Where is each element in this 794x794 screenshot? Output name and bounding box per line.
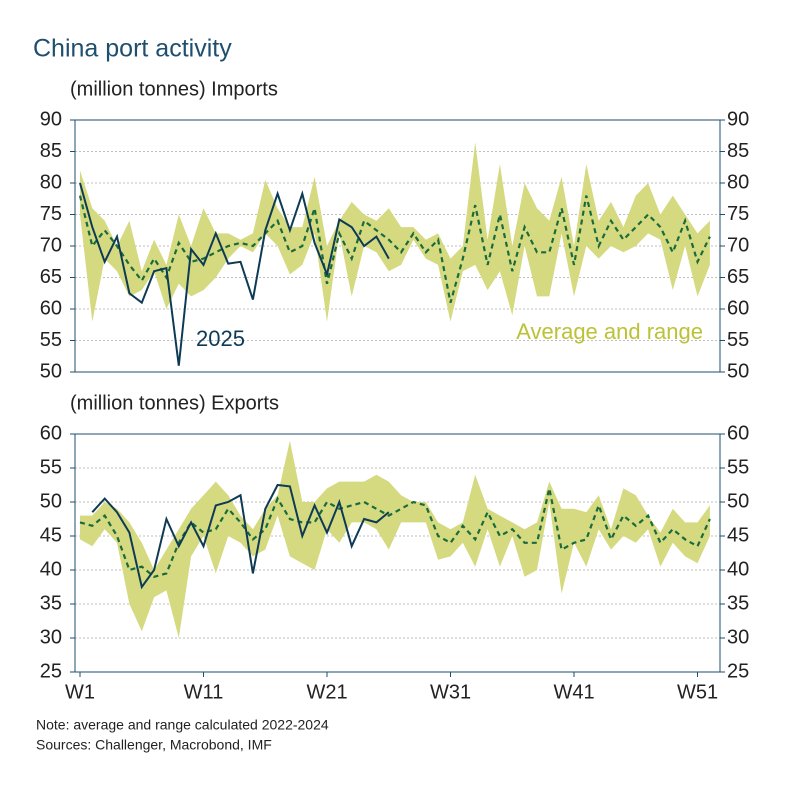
y-tick-label: 35 xyxy=(40,592,62,614)
x-tick-label: W51 xyxy=(677,681,718,703)
y-tick-label: 50 xyxy=(40,360,62,382)
x-tick-label: W31 xyxy=(430,681,471,703)
note: Note: average and range calculated 2022-… xyxy=(36,717,329,733)
y2-tick-label: 85 xyxy=(727,140,749,162)
plot-frame xyxy=(74,119,721,373)
y2-tick-label: 50 xyxy=(727,490,749,512)
y2-tick-label: 60 xyxy=(727,297,749,319)
y2-tick-label: 35 xyxy=(727,592,749,614)
sources: Sources: Challenger, Macrobond, IMF xyxy=(36,737,272,753)
y-tick-label: 25 xyxy=(40,660,62,682)
y-tick-label: 65 xyxy=(40,266,62,288)
plot-frame xyxy=(74,433,721,673)
y-tick-label: 40 xyxy=(40,558,62,580)
y2-tick-label: 75 xyxy=(727,203,749,225)
range-band xyxy=(80,440,710,638)
title: China port activity xyxy=(33,35,232,63)
y-tick-label: 55 xyxy=(40,329,62,351)
y-tick-label: 30 xyxy=(40,626,62,648)
x-tick-label: W41 xyxy=(553,681,594,703)
y2-tick-label: 90 xyxy=(727,108,749,130)
y-tick-label: 90 xyxy=(40,108,62,130)
series-label: 2025 xyxy=(196,326,245,351)
y2-tick-label: 65 xyxy=(727,266,749,288)
y-tick-label: 50 xyxy=(40,490,62,512)
line-2025 xyxy=(79,182,390,366)
y-tick-label: 80 xyxy=(40,171,62,193)
average-line xyxy=(78,195,711,303)
y2-tick-label: 30 xyxy=(727,626,749,648)
y-tick-label: 70 xyxy=(40,234,62,256)
series-label: Average and range xyxy=(516,319,703,344)
axis-label: (million tonnes) Imports xyxy=(70,78,278,100)
x-tick-label: W11 xyxy=(184,681,224,703)
y2-tick-label: 40 xyxy=(727,558,749,580)
range-band xyxy=(80,142,710,322)
line-2025 xyxy=(91,483,390,590)
y2-tick-label: 60 xyxy=(727,422,749,444)
y-tick-label: 75 xyxy=(40,203,62,225)
axis-label: (million tonnes) Exports xyxy=(70,392,279,414)
y2-tick-label: 55 xyxy=(727,456,749,478)
y-tick-label: 55 xyxy=(40,456,62,478)
x-tick-label: W21 xyxy=(306,681,347,703)
y2-tick-label: 70 xyxy=(727,234,749,256)
y2-tick-label: 55 xyxy=(727,329,749,351)
y-tick-label: 85 xyxy=(40,140,62,162)
y2-tick-label: 50 xyxy=(727,360,749,382)
y2-tick-label: 45 xyxy=(727,524,749,546)
y-tick-label: 45 xyxy=(40,524,62,546)
y2-tick-label: 25 xyxy=(727,660,749,682)
x-tick-label: W1 xyxy=(65,681,95,703)
y-tick-label: 60 xyxy=(40,297,62,319)
y-tick-label: 60 xyxy=(40,422,62,444)
y2-tick-label: 80 xyxy=(727,171,749,193)
